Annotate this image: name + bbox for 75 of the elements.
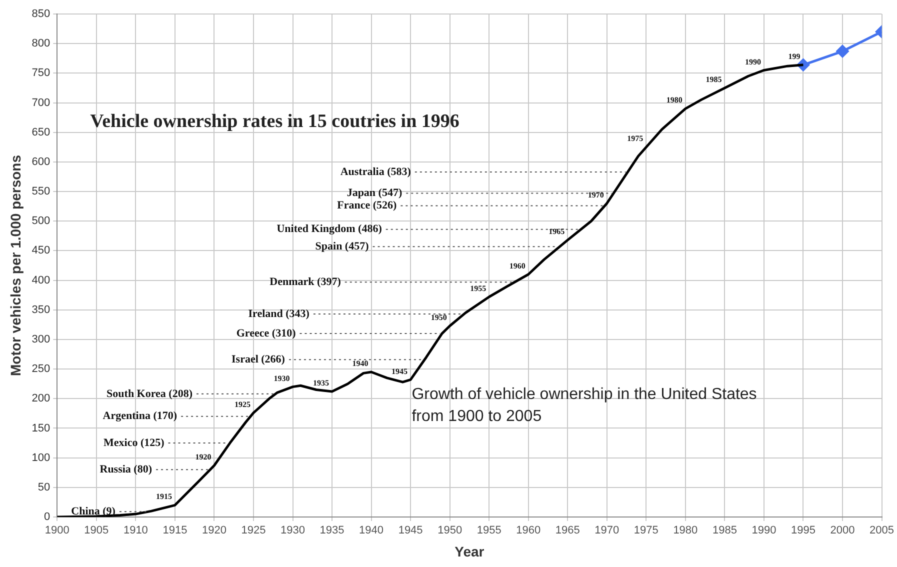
x-tick-label: 1950 <box>438 524 462 537</box>
annotation: 1965 <box>548 227 565 236</box>
y-tick-label: 650 <box>32 126 50 138</box>
x-tick-label: 1965 <box>555 524 580 537</box>
annotation: 1950 <box>430 312 447 322</box>
annotation: 1935 <box>313 378 330 388</box>
y-tick-label: 550 <box>32 186 50 198</box>
y-tick-label: 350 <box>32 304 50 316</box>
x-tick-label: 1900 <box>44 524 70 537</box>
y-tick-label: 750 <box>32 67 50 80</box>
annotation: 1955 <box>470 284 486 293</box>
y-tick-label: 400 <box>32 274 50 286</box>
annotation: 1960 <box>509 261 526 270</box>
y-tick-label: 850 <box>32 8 50 20</box>
annotation: 199 <box>788 52 800 61</box>
ref-line-label: China (9) <box>71 506 116 518</box>
x-tick-label: 1980 <box>673 524 698 537</box>
annotation: 1915 <box>156 492 172 502</box>
x-tick-label: 2000 <box>830 524 855 537</box>
ref-line-label: Spain (457) <box>315 240 370 252</box>
annotation: 1930 <box>274 374 290 383</box>
y-tick-label: 200 <box>32 392 50 405</box>
x-tick-label: 1920 <box>202 524 226 537</box>
annotation: 1940 <box>352 359 368 368</box>
y-axis-title: Motor vehicles per 1.000 persons <box>7 154 24 376</box>
ref-line-label: Argentina (170) <box>102 410 178 422</box>
x-tick-label: 2005 <box>870 524 894 537</box>
annotation: 1990 <box>744 57 761 66</box>
y-tick-label: 450 <box>32 244 50 257</box>
ref-line-label: Japan (547) <box>346 187 402 200</box>
x-tick-label: 1910 <box>123 524 148 537</box>
annotation: 1945 <box>392 366 408 376</box>
ref-line-label: South Korea (208) <box>106 388 193 400</box>
ref-line-label: Denmark (397) <box>270 276 342 288</box>
x-tick-label: 1970 <box>594 524 620 537</box>
ref-line-label: Australia (583) <box>340 166 412 178</box>
y-tick-label: 0 <box>44 511 50 524</box>
y-tick-label: 250 <box>32 363 50 376</box>
y-tick-label: 50 <box>38 481 50 494</box>
x-tick-label: 1990 <box>752 524 776 537</box>
annotation: 1925 <box>234 400 250 409</box>
y-tick-label: 600 <box>32 156 50 168</box>
x-tick-label: 1955 <box>476 524 502 537</box>
ref-line-label: United Kingdom (486) <box>276 223 382 236</box>
annotation: 1970 <box>588 190 604 200</box>
x-tick-label: 1975 <box>634 524 658 537</box>
y-tick-label: 150 <box>32 422 50 434</box>
x-tick-label: 1960 <box>516 524 541 537</box>
text: Vehicle ownership rates in 15 coutries in 1996 <box>90 111 460 132</box>
annotation: 1985 <box>706 75 722 84</box>
y-tick-label: 300 <box>32 334 50 346</box>
x-tick-label: 1905 <box>84 524 109 537</box>
ref-line-label: Israel (266) <box>232 353 286 366</box>
annotation: Growth of vehicle ownership in the United States from 1900 to 2005 <box>412 386 757 425</box>
x-tick-label: 1935 <box>320 524 344 537</box>
x-tick-label: 1930 <box>280 524 305 537</box>
ref-line-label: France (526) <box>337 200 398 212</box>
ref-line-label: Ireland (343) <box>248 308 310 320</box>
x-tick-label: 1915 <box>162 524 188 537</box>
x-tick-label: 1925 <box>241 524 266 537</box>
annotation: 1980 <box>666 96 682 105</box>
y-tick-label: 700 <box>32 96 50 109</box>
x-tick-label: 1995 <box>790 524 816 537</box>
x-tick-label: 1985 <box>712 524 737 537</box>
x-tick-label: 1945 <box>398 524 423 537</box>
ref-line-label: Greece (310) <box>236 327 296 340</box>
ref-line-label: Russia (80) <box>100 464 152 476</box>
x-tick-label: 1940 <box>359 524 384 537</box>
y-tick-label: 500 <box>32 215 50 228</box>
y-tick-label: 100 <box>32 452 50 464</box>
annotation: 1920 <box>195 452 212 462</box>
ref-line-label: Mexico (125) <box>103 436 165 449</box>
y-tick-label: 800 <box>32 38 50 50</box>
annotation: 1975 <box>627 134 644 144</box>
x-axis-title: Year <box>454 543 485 560</box>
